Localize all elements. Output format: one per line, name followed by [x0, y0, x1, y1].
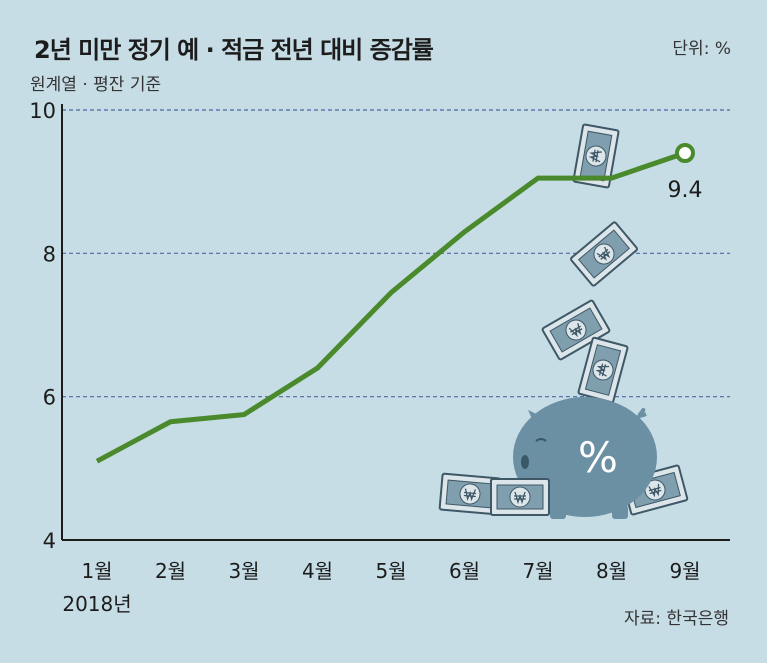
x-year-label: 2018년 — [62, 592, 131, 616]
banknote-icon — [541, 299, 611, 361]
x-tick-label: 4월 — [302, 559, 333, 583]
piggy-bank-nostril — [521, 455, 529, 469]
y-tick-label: 10 — [29, 99, 56, 123]
piggy-bank-snout — [514, 448, 546, 476]
x-tick-label: 7월 — [522, 559, 553, 583]
chart-subtitle: 원계열 · 평잔 기준 — [30, 75, 162, 95]
x-tick-label: 5월 — [375, 559, 406, 583]
series — [95, 143, 695, 464]
banknote-icon — [438, 472, 502, 516]
x-tick-label: 1월 — [81, 559, 112, 583]
data-label: 9.4 — [668, 178, 703, 203]
piggy-bank-ear — [528, 410, 545, 432]
x-tick-label: 6월 — [449, 559, 480, 583]
piggy-bank-with-money-icon: % — [438, 123, 689, 519]
x-tick-label: 8월 — [596, 559, 627, 583]
source-note: 자료: 한국은행 — [624, 609, 729, 629]
y-tick-label: 6 — [43, 386, 56, 410]
x-tick-label: 9월 — [669, 559, 700, 583]
chart-title: 2년 미만 정기 예 · 적금 전년 대비 증감률 — [34, 36, 434, 64]
x-tick-label: 3월 — [228, 559, 259, 583]
piggy-bank-tail — [636, 408, 647, 420]
data-point — [675, 143, 695, 163]
x-tick-label: 2월 — [155, 559, 186, 583]
banknote-icon — [570, 221, 638, 287]
axes: 4 6 8 10 1월 2월 3월 4월 5월 6월 7월 8월 9월 2018년 — [29, 99, 730, 616]
y-tick-label: 4 — [43, 529, 56, 553]
banknote-icon — [577, 336, 629, 404]
unit-label: 단위: % — [672, 39, 731, 59]
banknote-icon — [490, 478, 550, 516]
piggy-bank-eye — [535, 438, 547, 442]
percent-symbol: % — [578, 433, 618, 482]
piggy-bank-leg — [612, 505, 628, 519]
labels: 9.4 — [668, 178, 703, 203]
piggy-bank-leg — [550, 505, 566, 519]
y-tick-label: 8 — [43, 242, 56, 266]
